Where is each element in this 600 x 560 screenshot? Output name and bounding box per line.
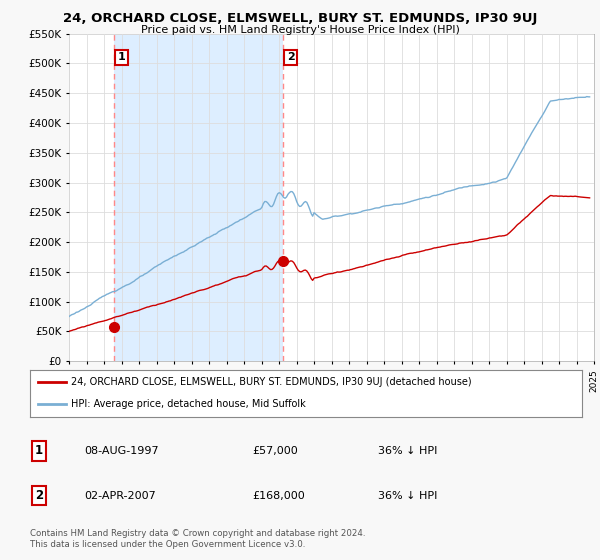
Text: £168,000: £168,000 <box>252 491 305 501</box>
Text: 2: 2 <box>287 53 295 62</box>
Text: 1: 1 <box>118 53 125 62</box>
Text: 36% ↓ HPI: 36% ↓ HPI <box>378 446 437 456</box>
Text: Price paid vs. HM Land Registry's House Price Index (HPI): Price paid vs. HM Land Registry's House … <box>140 25 460 35</box>
Bar <box>115 34 283 361</box>
Text: 1: 1 <box>35 444 43 458</box>
Text: 24, ORCHARD CLOSE, ELMSWELL, BURY ST. EDMUNDS, IP30 9UJ (detached house): 24, ORCHARD CLOSE, ELMSWELL, BURY ST. ED… <box>71 377 472 388</box>
Text: £57,000: £57,000 <box>252 446 298 456</box>
Text: 36% ↓ HPI: 36% ↓ HPI <box>378 491 437 501</box>
Text: Contains HM Land Registry data © Crown copyright and database right 2024.
This d: Contains HM Land Registry data © Crown c… <box>30 529 365 549</box>
Text: 2: 2 <box>35 489 43 502</box>
Text: 02-APR-2007: 02-APR-2007 <box>84 491 156 501</box>
Text: 08-AUG-1997: 08-AUG-1997 <box>84 446 158 456</box>
Text: 24, ORCHARD CLOSE, ELMSWELL, BURY ST. EDMUNDS, IP30 9UJ: 24, ORCHARD CLOSE, ELMSWELL, BURY ST. ED… <box>63 12 537 25</box>
Text: HPI: Average price, detached house, Mid Suffolk: HPI: Average price, detached house, Mid … <box>71 399 306 409</box>
